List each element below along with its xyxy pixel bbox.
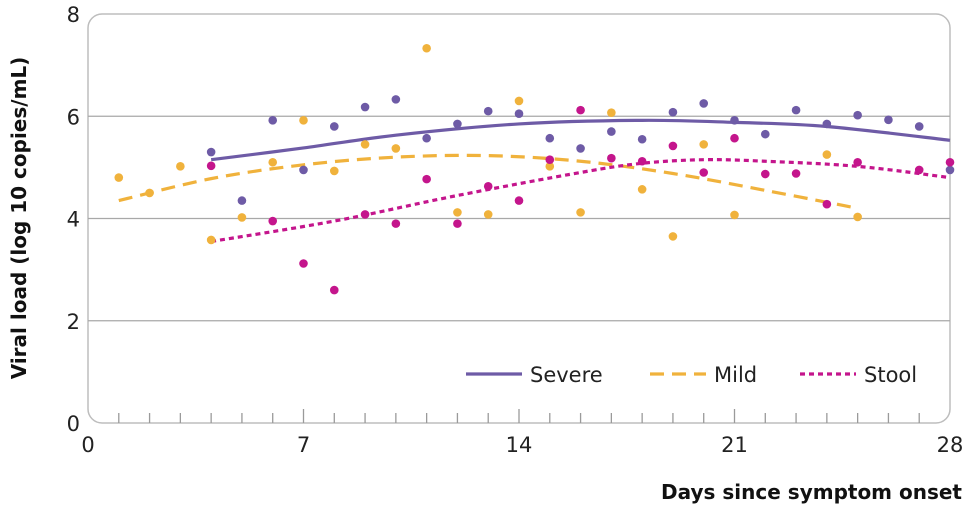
point-severe — [422, 133, 431, 143]
point-stool — [514, 196, 524, 205]
point-mild — [206, 235, 216, 245]
point-stool — [760, 169, 770, 179]
point-mild — [329, 166, 339, 176]
point-severe — [607, 127, 616, 136]
point-severe — [822, 119, 832, 129]
point-stool — [453, 219, 462, 228]
point-mild — [145, 188, 154, 198]
point-stool — [576, 105, 585, 115]
point-severe — [730, 116, 739, 125]
point-mild — [237, 213, 247, 222]
point-severe — [668, 107, 678, 117]
x-tick-label: 14 — [506, 433, 533, 457]
point-severe — [637, 134, 647, 144]
point-stool — [853, 157, 862, 167]
point-mild — [483, 210, 493, 219]
point-mild — [576, 208, 585, 217]
point-stool — [391, 219, 401, 228]
point-severe — [914, 122, 924, 131]
point-mild — [391, 144, 401, 153]
x-tick-label: 7 — [297, 433, 310, 457]
point-mild — [453, 208, 462, 217]
point-mild — [360, 140, 370, 149]
point-stool — [299, 259, 308, 268]
point-stool — [268, 216, 278, 226]
legend-label-severe: Severe — [530, 363, 603, 387]
legend-label-mild: Mild — [714, 363, 757, 387]
point-severe — [360, 102, 370, 112]
point-stool — [914, 165, 924, 175]
point-mild — [299, 116, 308, 125]
point-mild — [699, 140, 709, 149]
point-mild — [514, 96, 524, 106]
point-stool — [668, 141, 678, 151]
point-stool — [545, 155, 555, 165]
point-mild — [853, 212, 862, 222]
legend: Severe Mild Stool — [466, 363, 917, 387]
point-severe — [329, 122, 339, 131]
point-stool — [607, 153, 616, 163]
point-severe — [853, 110, 862, 120]
y-tick-label: 0 — [67, 412, 80, 436]
point-stool — [329, 285, 339, 295]
point-severe — [391, 95, 401, 104]
point-mild — [268, 157, 278, 167]
x-tick-label: 28 — [937, 433, 964, 457]
point-severe — [514, 109, 524, 118]
point-mild — [730, 210, 739, 220]
trend-line-mild — [118, 153, 858, 210]
x-axis-ticks — [118, 409, 920, 423]
x-axis-title: Days since symptom onset — [661, 480, 962, 504]
x-tick-label: 0 — [81, 433, 94, 457]
point-severe — [545, 133, 555, 143]
point-mild — [637, 185, 647, 194]
point-severe — [760, 129, 770, 139]
point-severe — [576, 144, 585, 153]
point-mild — [176, 162, 185, 171]
point-mild — [114, 173, 124, 182]
data-points — [114, 43, 955, 295]
y-tick-label: 2 — [67, 310, 80, 334]
point-stool — [945, 157, 955, 167]
point-mild — [545, 162, 555, 171]
x-tick-labels: 0 7 14 21 28 — [81, 433, 963, 457]
point-severe — [268, 116, 278, 125]
point-stool — [206, 161, 216, 171]
point-mild — [607, 108, 616, 117]
legend-label-stool: Stool — [864, 363, 917, 387]
point-severe — [791, 105, 801, 115]
point-severe — [237, 196, 247, 205]
point-severe — [453, 119, 462, 129]
point-severe — [945, 165, 955, 175]
y-tick-label: 8 — [67, 3, 80, 27]
point-severe — [299, 165, 308, 175]
point-severe — [206, 147, 216, 157]
point-severe — [699, 99, 709, 108]
point-stool — [360, 210, 370, 219]
point-mild — [822, 150, 832, 159]
point-stool — [730, 133, 739, 143]
y-axis-title: Viral load (log 10 copies/mL) — [7, 57, 31, 380]
point-stool — [791, 169, 801, 178]
point-severe — [884, 115, 893, 125]
x-tick-label: 21 — [721, 433, 748, 457]
y-tick-label: 6 — [67, 105, 80, 129]
point-stool — [483, 181, 493, 191]
point-stool — [422, 174, 431, 184]
y-tick-label: 4 — [67, 208, 80, 232]
point-severe — [483, 106, 493, 116]
y-tick-labels: 0 2 4 6 8 — [67, 3, 80, 436]
point-mild — [422, 43, 431, 53]
point-stool — [637, 156, 647, 166]
point-mild — [668, 232, 678, 241]
point-stool — [822, 199, 832, 209]
point-stool — [699, 168, 709, 177]
trend-line-stool — [210, 158, 951, 244]
